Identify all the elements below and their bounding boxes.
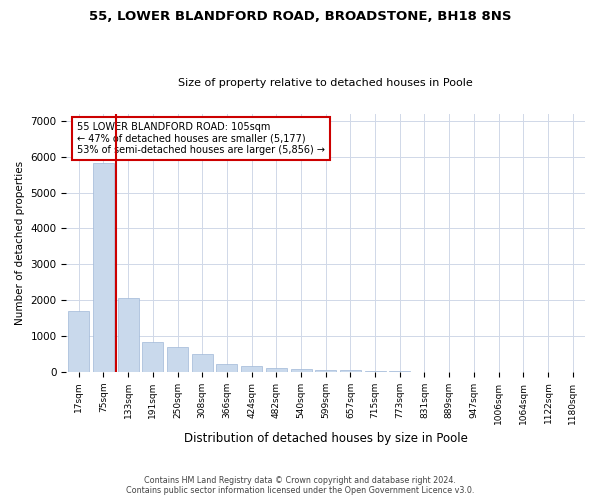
- Bar: [167, 347, 188, 372]
- Title: Size of property relative to detached houses in Poole: Size of property relative to detached ho…: [178, 78, 473, 88]
- Text: 55, LOWER BLANDFORD ROAD, BROADSTONE, BH18 8NS: 55, LOWER BLANDFORD ROAD, BROADSTONE, BH…: [89, 10, 511, 23]
- Text: Contains HM Land Registry data © Crown copyright and database right 2024.
Contai: Contains HM Land Registry data © Crown c…: [126, 476, 474, 495]
- Bar: [192, 354, 213, 372]
- Bar: [315, 370, 336, 372]
- Bar: [290, 368, 311, 372]
- Bar: [241, 366, 262, 372]
- Bar: [340, 370, 361, 372]
- Bar: [142, 342, 163, 372]
- Bar: [266, 368, 287, 372]
- Bar: [217, 364, 238, 372]
- Y-axis label: Number of detached properties: Number of detached properties: [15, 160, 25, 325]
- Text: 55 LOWER BLANDFORD ROAD: 105sqm
← 47% of detached houses are smaller (5,177)
53%: 55 LOWER BLANDFORD ROAD: 105sqm ← 47% of…: [77, 122, 325, 154]
- Bar: [118, 298, 139, 372]
- Bar: [93, 163, 114, 372]
- Bar: [365, 370, 386, 372]
- X-axis label: Distribution of detached houses by size in Poole: Distribution of detached houses by size …: [184, 432, 467, 445]
- Bar: [68, 311, 89, 372]
